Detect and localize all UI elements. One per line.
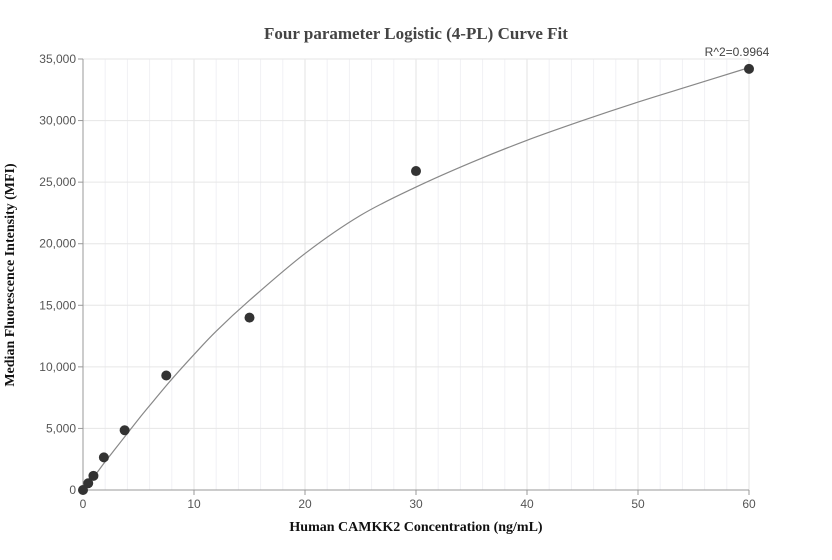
data-point: [161, 370, 172, 381]
data-point: [244, 312, 255, 323]
data-point: [83, 478, 94, 489]
x-axis-ticks: 0 10 20 30 40 50 60: [80, 490, 756, 511]
x-tick-label: 0: [80, 497, 87, 511]
y-tick-label: 10,000: [39, 360, 76, 374]
y-tick-label: 5,000: [46, 421, 76, 435]
x-tick-label: 10: [187, 497, 201, 511]
x-tick-label: 20: [298, 497, 312, 511]
data-point: [744, 63, 754, 74]
y-tick-label: 20,000: [39, 237, 76, 251]
r-squared-annotation: R^2=0.9964: [705, 45, 770, 59]
x-tick-label: 30: [409, 497, 423, 511]
fit-curve-layer: [82, 67, 750, 491]
y-axis-title: Median Fluorescence Intensity (MFI): [3, 163, 18, 387]
x-axis-title: Human CAMKK2 Concentration (ng/mL): [289, 520, 543, 535]
grid: [82, 58, 750, 491]
y-tick-label: 15,000: [39, 298, 76, 312]
data-point: [119, 425, 130, 436]
x-tick-label: 60: [742, 497, 756, 511]
x-tick-label: 50: [631, 497, 645, 511]
data-point: [98, 452, 109, 463]
x-tick-label: 40: [520, 497, 534, 511]
data-points: [78, 63, 754, 495]
y-tick-label: 30,000: [39, 114, 76, 128]
fit-curve-line: [82, 67, 750, 491]
y-tick-label: 0: [69, 483, 76, 497]
y-tick-label: 35,000: [39, 52, 76, 66]
y-axis-ticks: 0 5,000 10,000 15,000 20,000 25,000 30,000 35,0…: [39, 52, 83, 497]
data-point: [411, 166, 421, 177]
data-point: [78, 485, 88, 495]
y-tick-label: 25,000: [39, 175, 76, 189]
data-point: [88, 470, 99, 481]
chart-title: Four parameter Logistic (4-PL) Curve Fit: [264, 24, 568, 43]
